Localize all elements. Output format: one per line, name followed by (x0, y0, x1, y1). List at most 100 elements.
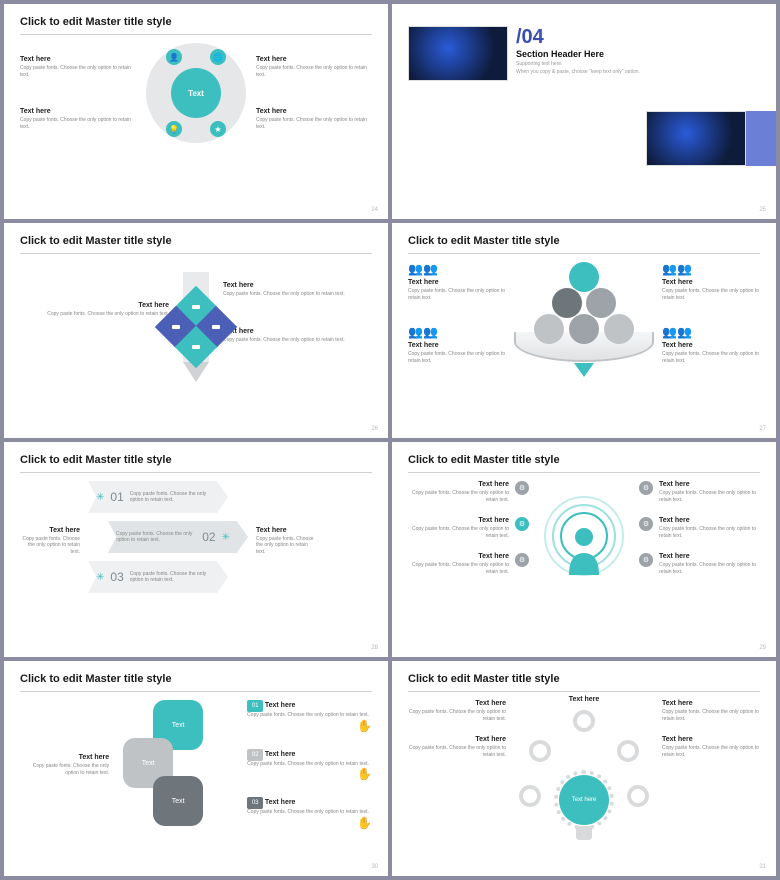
body: Copy paste fonts. Choose the only option… (662, 745, 760, 758)
section-title: Section Header Here (516, 49, 640, 59)
title-block: /04 Section Header Here Supporting text … (516, 26, 640, 75)
slide-body: 👥👥 Text here Copy paste fonts. Choose th… (408, 262, 760, 382)
divider (20, 34, 372, 35)
list-item: ⚙ Text hereCopy paste fonts. Choose the … (408, 481, 529, 503)
text-block: 👥👥 Text here Copy paste fonts. Choose th… (662, 325, 760, 364)
square: Text (153, 776, 203, 826)
person-ring-diagram (539, 481, 629, 591)
bulb-base (576, 826, 592, 840)
divider (408, 691, 760, 692)
square-label: Text (172, 798, 185, 805)
section-number: /04 (516, 26, 640, 49)
slide-body: Text here Copy paste fonts. Choose the o… (20, 700, 372, 830)
slide-body: ⚙ Text hereCopy paste fonts. Choose the … (408, 481, 760, 591)
page-number: 31 (759, 864, 766, 870)
heading: Text here (659, 553, 760, 560)
heading: Text here (408, 517, 509, 524)
heading: Text here (223, 328, 372, 335)
page-number: 24 (371, 207, 378, 213)
people-icon: 👥👥 (662, 262, 760, 276)
ring-diagram: Text 👤 🌐 💡 ★ (146, 43, 246, 143)
heading: Text here (408, 700, 506, 707)
text-block: Text here Copy paste fonts. Choose the o… (256, 56, 372, 78)
clock-icon (617, 740, 639, 762)
chevron-row: ✳ 01 Copy paste fonts. Choose the only o… (88, 481, 228, 513)
divider (20, 691, 372, 692)
right-col: 👥👥 Text here Copy paste fonts. Choose th… (662, 262, 760, 382)
color-bar (746, 111, 776, 166)
heading: Text here (408, 279, 506, 286)
text-block: 01 Text here Copy paste fonts. Choose th… (247, 700, 372, 733)
dot-icon: ⚙ (639, 481, 653, 495)
tag: 02 (247, 749, 263, 761)
slide-title: Click to edit Master title style (20, 673, 372, 685)
heading: Text here (408, 342, 506, 349)
slide-title: Click to edit Master title style (408, 235, 760, 247)
heading: Text here (20, 302, 169, 309)
dot-icon: ⚙ (639, 553, 653, 567)
dot-icon: ⚙ (515, 481, 529, 495)
heading: Text here (408, 481, 509, 488)
bug-icon: ✳ (96, 572, 104, 583)
pyramid-ball (569, 314, 599, 344)
tag: 03 (247, 797, 263, 809)
body: Copy paste fonts. Choose the only option… (408, 288, 506, 301)
text-block: Text here Copy paste fonts. Choose the o… (20, 262, 169, 318)
body: Copy paste fonts. Choose the only option… (20, 763, 109, 776)
clock-icon (529, 740, 551, 762)
arrow-down-icon (574, 363, 594, 377)
slide-title: Click to edit Master title style (408, 454, 760, 466)
heading: Text here (265, 751, 296, 758)
people-icon: 👥👥 (662, 325, 760, 339)
slide-7-rounded-squares: Click to edit Master title style Text he… (4, 661, 388, 876)
heading: Text here (265, 799, 296, 806)
person-icon (564, 525, 604, 575)
text-block: Text hereCopy paste fonts. Choose the on… (659, 481, 760, 503)
body: Copy paste fonts. Choose the only option… (247, 761, 372, 768)
text-block: Text hereCopy paste fonts. Choose the on… (662, 736, 760, 758)
heading: Text here (265, 702, 296, 709)
square-stack: Text Text Text (123, 700, 233, 830)
slide-body: Text here Copy paste fonts. Choose the o… (20, 481, 372, 601)
body: Copy paste fonts. Choose the only option… (130, 571, 210, 584)
subtitle: Supporting text here. (516, 61, 640, 67)
body: Copy paste fonts. Choose the only option… (256, 65, 372, 78)
slide-title: Click to edit Master title style (20, 454, 372, 466)
slide-5-chevrons: Click to edit Master title style Text he… (4, 442, 388, 657)
slide-3-pencil: Click to edit Master title style Text he… (4, 223, 388, 438)
text-block: 👥👥 Text here Copy paste fonts. Choose th… (662, 262, 760, 301)
divider (408, 253, 760, 254)
text-block: 02 Text here Copy paste fonts. Choose th… (247, 749, 372, 782)
heading: Text here (662, 342, 760, 349)
page-number: 27 (759, 426, 766, 432)
dot-icon: ⚙ (515, 553, 529, 567)
tag: 01 (247, 700, 263, 712)
chevron-row: Copy paste fonts. Choose the only option… (108, 521, 248, 553)
decorative-image (646, 111, 746, 166)
heading: Text here (659, 481, 760, 488)
chevron-row: ✳ 03 Copy paste fonts. Choose the only o… (88, 561, 228, 593)
right-col: Text here Copy paste fonts. Choose the o… (256, 56, 372, 130)
left-col: Text here Copy paste fonts. Choose the o… (20, 56, 136, 130)
text-block: Text hereCopy paste fonts. Choose the on… (662, 700, 760, 722)
row-number: 02 (202, 530, 215, 544)
page-number: 30 (371, 864, 378, 870)
diamond-group (161, 292, 231, 362)
body: Copy paste fonts. Choose the only option… (20, 65, 136, 78)
heading: Text here (223, 282, 372, 289)
pencil-diagram (183, 262, 209, 412)
text-block: 03 Text here Copy paste fonts. Choose th… (247, 797, 372, 830)
text-block: Text hereCopy paste fonts. Choose the on… (408, 700, 506, 722)
square-label: Text (172, 722, 185, 729)
body: Copy paste fonts. Choose the only option… (256, 117, 372, 130)
text-block: 👥👥 Text here Copy paste fonts. Choose th… (408, 325, 506, 364)
decorative-image (408, 26, 508, 81)
chevron-stack: ✳ 01 Copy paste fonts. Choose the only o… (88, 481, 248, 601)
pyramid-ball (586, 288, 616, 318)
right-col: 01 Text here Copy paste fonts. Choose th… (247, 700, 372, 830)
globe-icon: 🌐 (210, 49, 226, 65)
subtitle: When you copy & paste, choose "keep text… (516, 69, 640, 75)
right-col: ⚙ Text hereCopy paste fonts. Choose the … (639, 481, 760, 591)
bug-icon: ✳ (96, 492, 104, 503)
list-item: ⚙ Text hereCopy paste fonts. Choose the … (639, 517, 760, 539)
